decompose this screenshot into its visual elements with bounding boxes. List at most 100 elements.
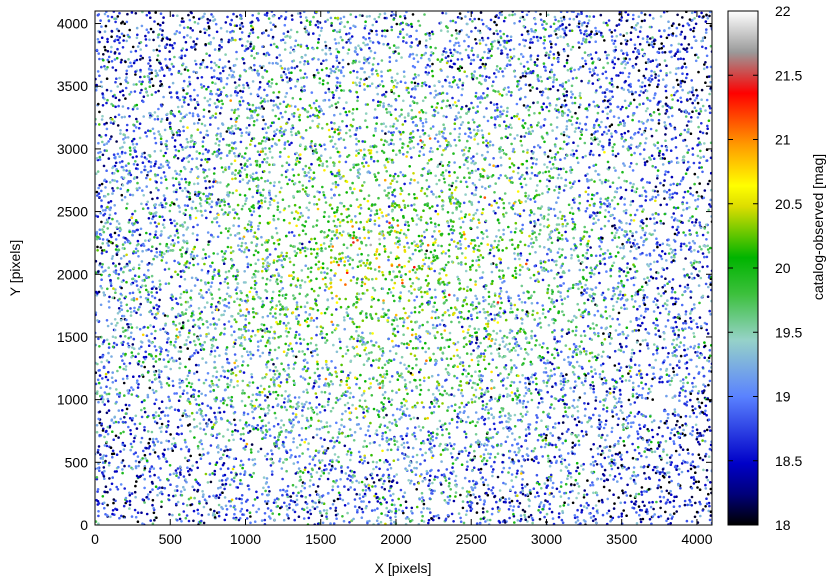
data-point [672,182,675,186]
data-point [443,389,447,393]
data-point [456,412,460,416]
data-point [107,140,110,143]
data-point [98,40,101,44]
data-point [234,90,237,94]
data-point [681,378,685,381]
data-point [327,305,330,309]
data-point [612,42,616,45]
data-point [366,43,369,46]
data-point [512,170,515,173]
data-point [204,256,208,260]
data-point [520,483,524,487]
data-point [634,47,637,50]
data-point [361,319,365,323]
data-point [115,388,118,391]
data-point [105,359,109,362]
data-point [205,52,208,55]
data-point [410,81,414,84]
data-point [429,437,433,440]
data-point [460,401,464,405]
data-point [459,516,462,520]
data-point [331,135,335,139]
data-point [661,304,665,308]
data-point [154,411,158,414]
data-point [436,514,440,517]
data-point [396,458,400,462]
data-point [406,427,409,430]
data-point [658,47,661,51]
data-point [140,260,144,263]
data-point [227,301,231,305]
data-point [129,50,133,54]
data-point [469,493,472,497]
data-point [112,122,115,125]
data-point [570,115,574,119]
data-point [192,40,195,43]
data-point [336,128,340,131]
data-point [590,133,594,136]
data-point [518,177,521,180]
data-point [689,186,692,190]
data-point [369,214,372,217]
data-point [251,276,254,279]
data-point [620,306,623,310]
data-point [319,420,323,423]
data-point [99,457,103,460]
data-point [179,468,183,472]
data-point [455,376,459,380]
data-point [405,236,408,239]
data-point [213,274,216,277]
data-point [560,253,563,257]
data-point [239,89,242,93]
data-point [428,65,432,68]
data-point [220,151,223,155]
data-point [176,14,179,17]
data-point [246,102,250,105]
data-point [343,504,347,507]
data-point [421,480,425,483]
data-point [107,360,111,364]
data-point [705,328,708,332]
data-point [390,403,393,407]
data-point [121,145,124,149]
data-point [107,346,111,349]
data-point [367,236,371,240]
data-point [415,488,419,491]
data-point [625,180,628,183]
data-point [375,150,379,154]
data-point [98,57,101,61]
data-point [173,234,177,237]
data-point [451,466,454,469]
data-point [554,43,558,46]
data-point [635,105,639,109]
data-point [196,76,199,80]
data-point [147,339,151,342]
data-point [514,491,517,494]
data-point [448,81,451,85]
data-point [356,99,359,103]
data-point [139,313,142,317]
data-point [532,101,535,105]
data-point [551,330,554,334]
data-point [250,49,254,52]
data-point [185,339,188,342]
data-point [557,26,560,29]
data-point [670,216,674,219]
data-point [447,141,450,144]
data-point [377,359,381,362]
data-point [348,428,352,431]
data-point [584,379,587,383]
data-point [457,111,461,114]
data-point [628,414,631,418]
data-point [328,135,332,138]
data-point [96,488,100,491]
data-point [654,166,657,169]
data-point [297,350,301,353]
data-point [631,185,634,189]
data-point [236,232,239,235]
data-point [603,479,606,483]
data-point [207,418,211,421]
data-point [670,454,673,457]
data-point [97,462,100,465]
data-point [415,276,419,280]
